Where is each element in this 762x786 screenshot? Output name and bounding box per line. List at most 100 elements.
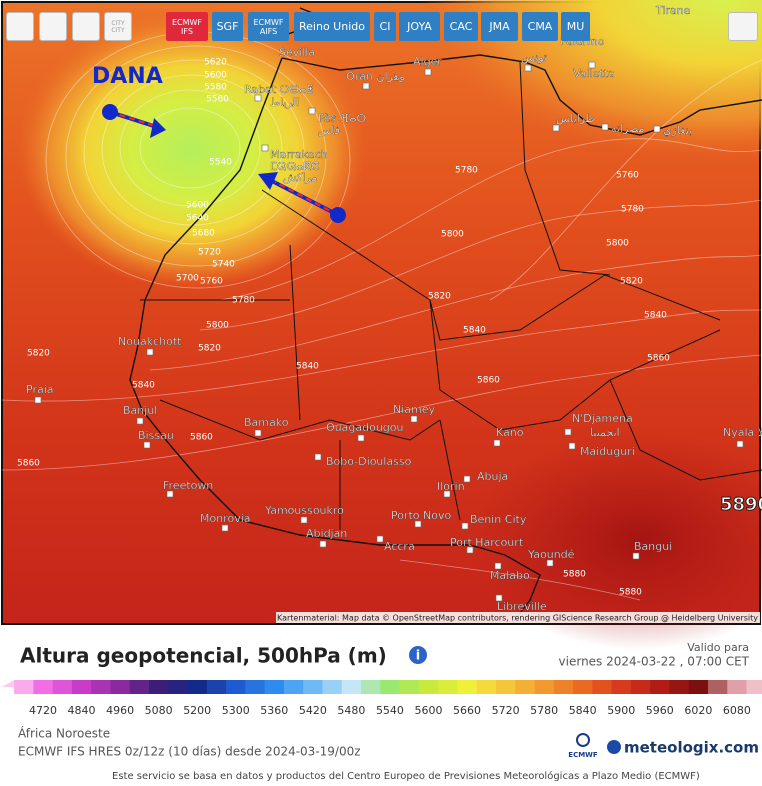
colorbar-tick-label: 5080 [145,704,173,717]
model-button[interactable]: JOYA [399,12,440,41]
colorbar-cell [553,680,574,694]
model-button[interactable]: ECMWF AIFS [248,12,289,41]
colorbar-cell [168,680,189,694]
region: África Noroeste [18,726,110,741]
city-label: Bamako [244,416,289,429]
contour-label: 5640 [186,214,209,224]
contour-label: 5820 [198,344,221,354]
contour-label: 5780 [621,205,644,215]
city-marker [410,415,418,423]
colorbar-tick-label: 4960 [106,704,134,717]
city-label: Fès ⴼⴰⵙ [318,112,366,125]
contour-label: 5840 [132,381,155,391]
colorbar-tick-label: 6020 [684,704,712,717]
colorbar-tick-label: 6080 [723,704,751,717]
city-label: Abuja [477,470,508,483]
colorbar-cell [476,680,497,694]
city-marker [443,490,451,498]
share-button[interactable] [728,12,758,41]
borders [140,61,762,530]
colorbar-cell [52,680,73,694]
refresh-button[interactable] [6,12,34,41]
colorbar-tick-label: 5900 [607,704,635,717]
colorbar-cell [149,680,169,694]
colorbar-cell [14,680,34,694]
city-marker [221,524,229,532]
field [470,430,762,650]
info-icon[interactable] [409,646,427,664]
location-button[interactable] [39,12,67,41]
colorbar-tick-label: 5720 [492,704,520,717]
city-label: Praia [26,383,54,396]
city-label: Libreville [497,600,547,613]
colorbar-tick-label: 5360 [260,704,288,717]
contour-label: 5840 [463,326,486,336]
city-marker [261,144,269,152]
model-button[interactable]: CI [374,12,396,41]
city-marker [254,94,262,102]
colorbar-cell [322,680,343,694]
city-label: Maiduguri [580,445,635,458]
colorbar-tick-label: 5420 [299,704,327,717]
contour-label: 5720 [198,248,221,258]
city-marker [568,442,576,450]
model-button[interactable]: SGF [212,12,243,41]
model-button[interactable]: CMA [522,12,558,41]
city-marker [653,125,661,133]
brand-icon [607,740,621,754]
colorbar-cell [399,680,420,694]
city-marker [493,439,501,447]
contour-label: 5780 [232,296,255,306]
contour-label: 5560 [206,95,229,105]
colorbar-cell [33,680,54,694]
contour-label: 5740 [212,260,235,270]
city-label: الرباط [270,96,299,109]
ecmwf-icon [576,733,590,747]
city-label: Monrovia [200,512,251,525]
contour-label: 5580 [204,83,227,93]
contour-label: 5860 [477,376,500,386]
colorbar-cell [264,680,285,694]
legend-title: Altura geopotencial, 500hPa (m) [20,644,387,668]
model-button[interactable]: CAC [444,12,478,41]
model-button[interactable]: JMA [481,12,518,41]
colorbar-cell [630,680,651,694]
colorbar-tick-label: 5540 [376,704,404,717]
colorbar-cell [303,680,323,694]
arrows [102,104,346,223]
contour-label: 5880 [619,588,642,598]
model-button[interactable]: ECMWF IFS [166,12,208,41]
attribution: Kartenmaterial: Map data © OpenStreetMap… [277,614,758,623]
city-marker [34,396,42,404]
colorbar-cell [418,680,439,694]
city-marker [601,123,609,131]
zoom-button[interactable] [72,12,100,41]
city-label: Ouagadougou [326,421,403,434]
city-label: مصراته [611,122,645,135]
colorbar-cell [206,680,227,694]
colorbar-tick-label: 4840 [68,704,96,717]
contour-label: 5860 [647,354,670,364]
contour-label: 5760 [200,277,223,287]
contour-label: 5680 [192,229,215,239]
colorbar-tick-label: 5840 [569,704,597,717]
ecmwf-logo: ECMWF [568,751,598,759]
city-label: Abidjan [306,527,347,540]
map: DANA 5890 Kartenmaterial: Map data © Ope… [1,0,762,650]
legend: Altura geopotencial, 500hPa (m) i Valido… [20,641,750,669]
city-label: Bobo-Dioulasso [326,455,412,468]
annotation: DANA [92,64,163,89]
colorbar-cell [341,680,362,694]
model-button[interactable]: Reino Unido [294,12,370,41]
model: ECMWF IFS HRES 0z/12z (10 días) desde 20… [18,745,361,759]
city-marker [308,107,316,115]
city-label: ⵎⵕⵕⴰⴽⵛ [270,160,319,173]
city-marker [546,559,554,567]
city-toggle[interactable]: CITY CITY [104,12,132,41]
model-button[interactable]: MU [561,12,590,41]
city-marker [143,441,151,449]
colorbar-cell [226,680,246,694]
city-label: Niamey [393,403,436,416]
city-label: Porto Novo [391,509,452,522]
